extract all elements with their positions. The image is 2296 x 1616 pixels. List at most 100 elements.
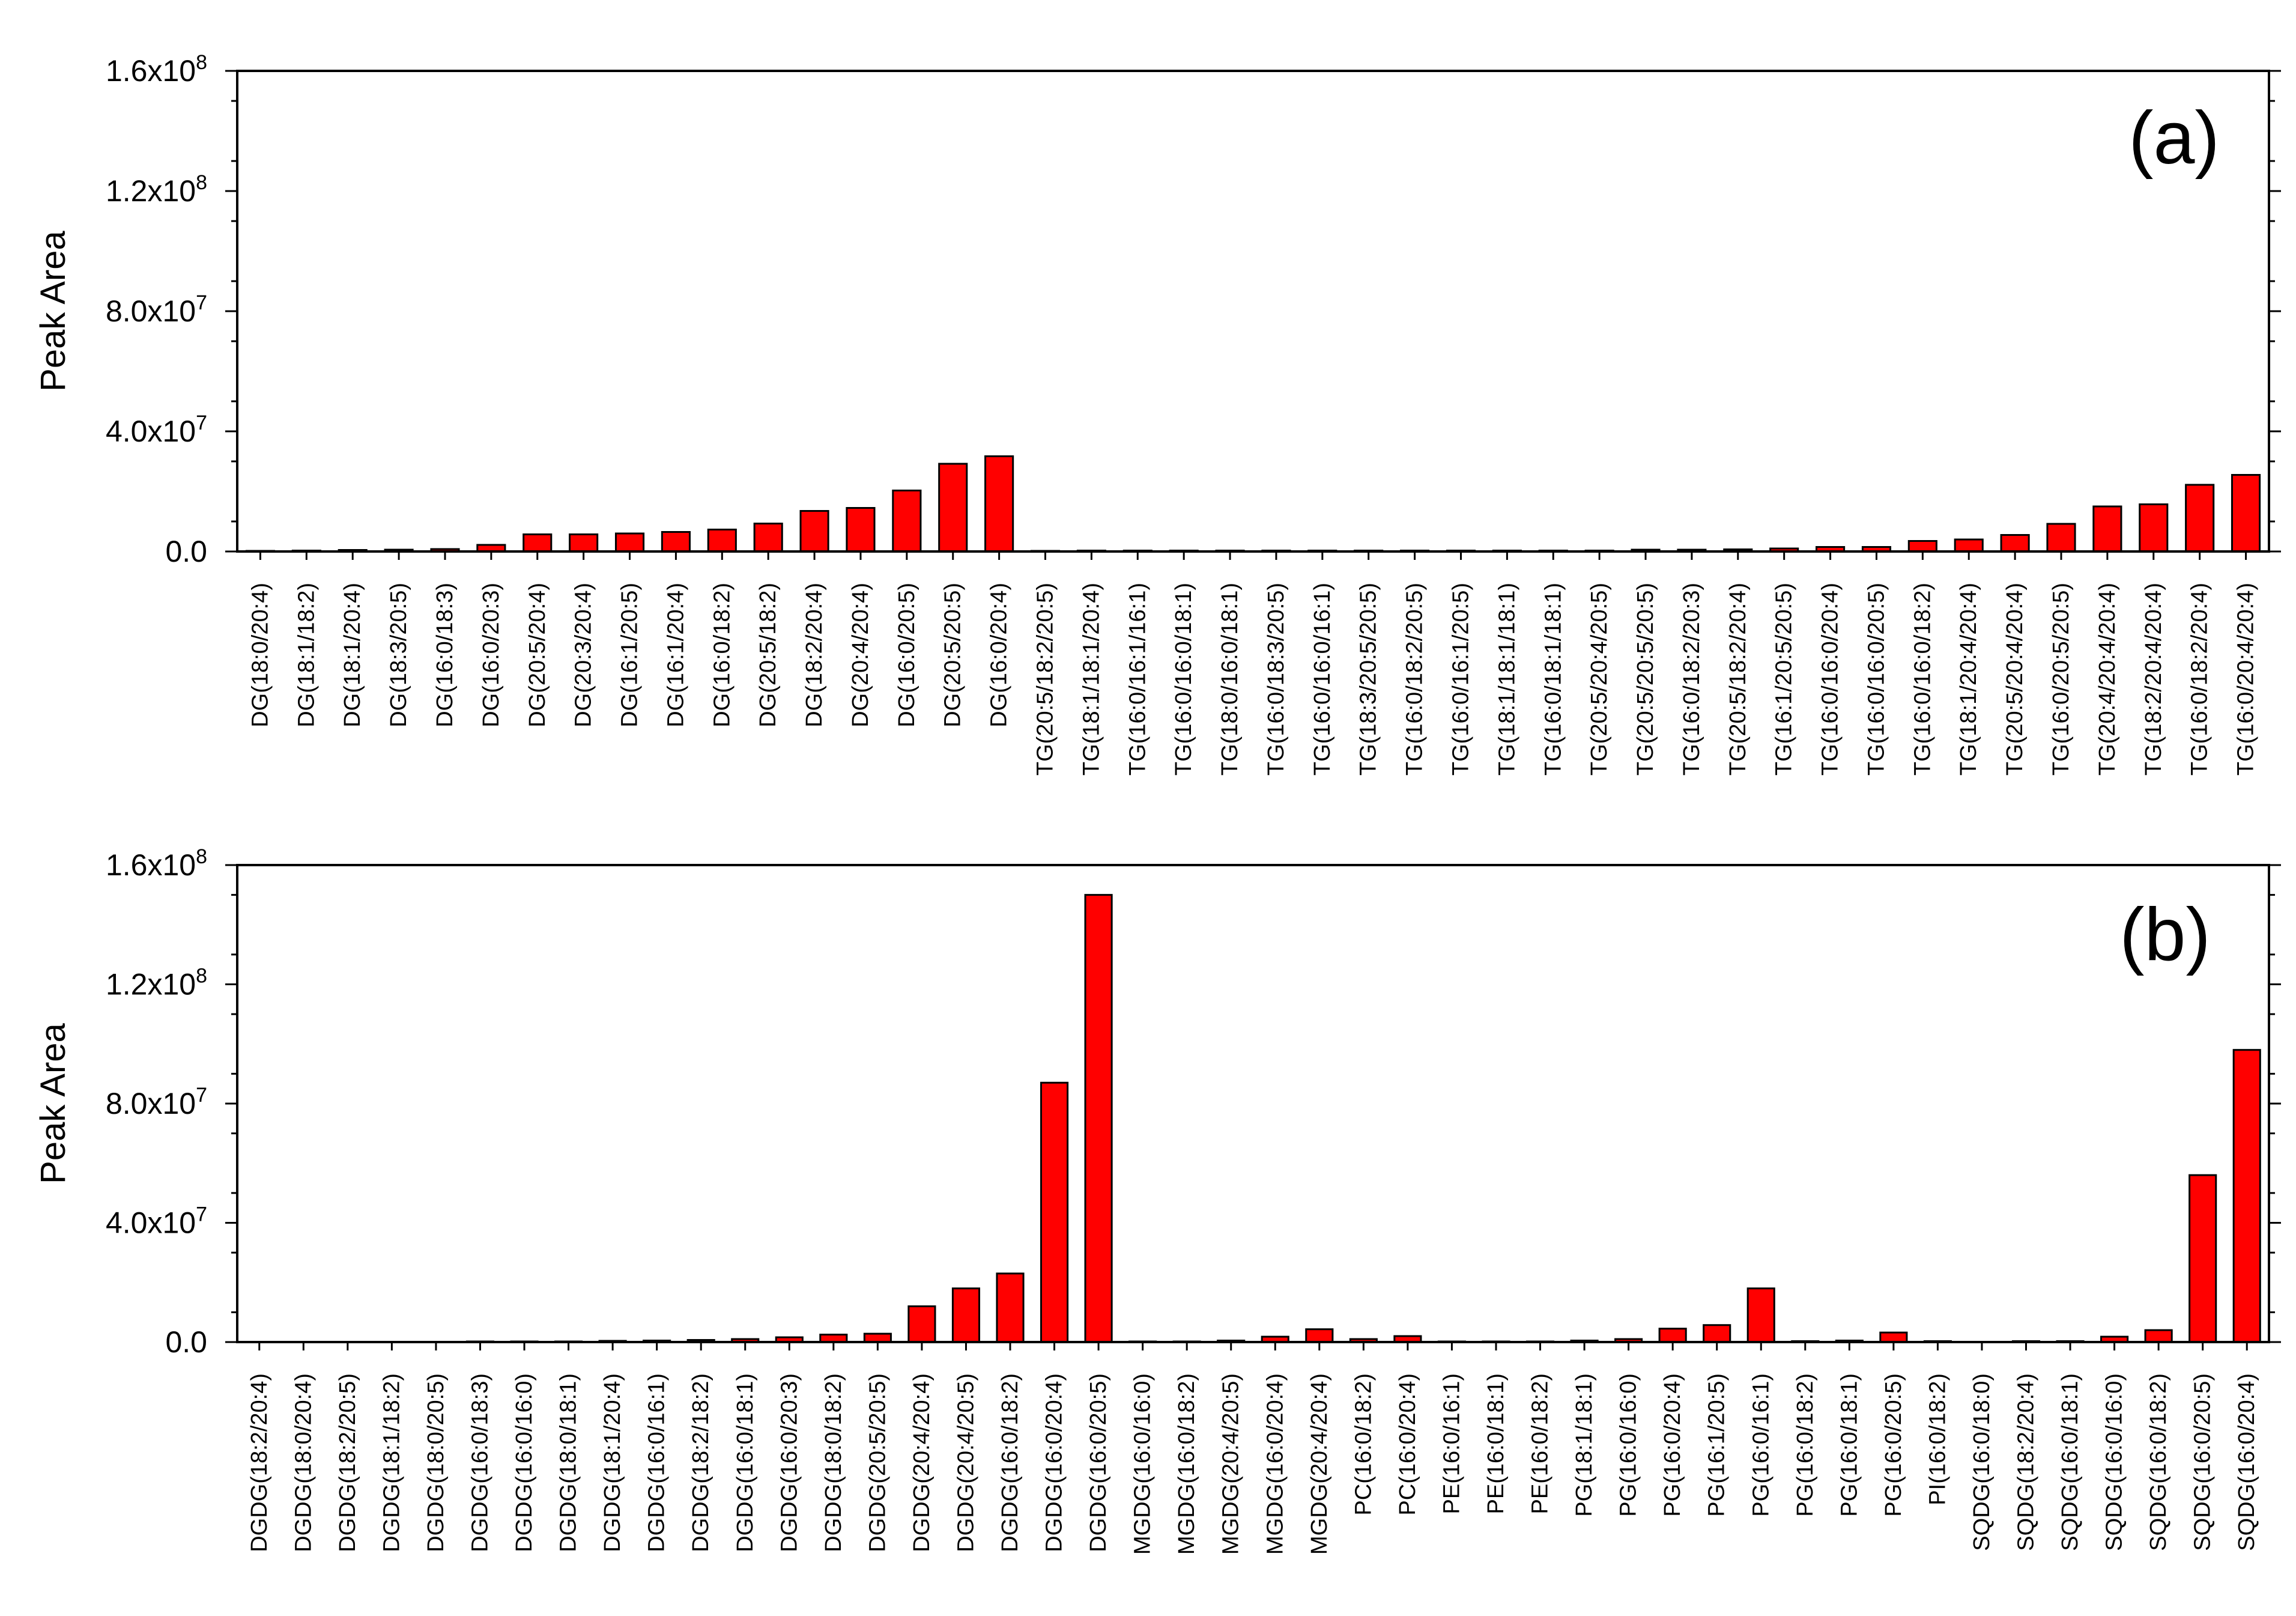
- x-category-label: PC(16:0/20:4): [1395, 1373, 1420, 1516]
- x-category-label: DG(20:3/20:4): [571, 583, 596, 728]
- bar: [1658, 1328, 1687, 1343]
- x-category-label: DGDG(16:0/16:0): [512, 1373, 537, 1552]
- x-category-label: PG(18:1/18:1): [1572, 1373, 1597, 1517]
- bar: [984, 455, 1014, 553]
- bar: [2188, 1174, 2217, 1343]
- chart-panel-a: 0.0 4.0x107 8.0x107 1.2x108 1.6x108 DG(18:0/2…: [34, 51, 2281, 776]
- x-category-label: TG(18:1/18:1/20:4): [1079, 583, 1104, 776]
- x-category-label: DGDG(18:1/18:2): [379, 1373, 404, 1552]
- x-category-label: SQDG(16:0/18:2): [2146, 1373, 2171, 1551]
- x-category-label: DG(16:0/20:5): [894, 583, 919, 728]
- x-category-label: DG(18:1/18:2): [294, 583, 319, 728]
- bar: [2231, 474, 2261, 553]
- x-category-label: PC(16:0/18:2): [1351, 1373, 1376, 1516]
- x-category-label: DGDG(18:2/18:2): [688, 1373, 713, 1552]
- x-category-label: TG(16:0/16:0/20:4): [1818, 583, 1843, 776]
- x-category-label: DGDG(18:0/18:1): [556, 1373, 581, 1552]
- panel-label: (a): [2128, 97, 2220, 180]
- x-category-label: TG(16:1/20:5/20:5): [1772, 583, 1797, 776]
- bar: [569, 533, 599, 553]
- x-category-label: TG(16:0/16:1/16:1): [1125, 583, 1150, 776]
- x-category-label: DGDG(18:2/20:4): [247, 1373, 272, 1552]
- x-category-label: TG(20:4/20:4/20:4): [2095, 583, 2120, 776]
- x-category-label: DG(16:0/18:3): [432, 583, 458, 728]
- x-category-label: TG(16:0/16:1/20:5): [1448, 583, 1473, 776]
- x-category-label: PG(16:0/18:2): [1793, 1373, 1818, 1517]
- x-category-label: MGDG(20:4/20:4): [1307, 1373, 1332, 1555]
- y-tick-label: 1.2x108: [106, 171, 207, 208]
- x-category-label: SQDG(18:2/20:4): [2014, 1373, 2039, 1551]
- x-category-label: PG(16:0/16:0): [1616, 1373, 1641, 1517]
- x-category-label: TG(20:5/20:5/20:5): [1633, 583, 1658, 776]
- x-category-label: PG(16:0/20:4): [1660, 1373, 1685, 1517]
- x-category-label: TG(18:0/16:0/18:1): [1217, 583, 1243, 776]
- x-category-label: DGDG(16:0/20:3): [777, 1373, 802, 1552]
- y-tick-label: 4.0x107: [106, 1203, 207, 1240]
- bar: [1084, 894, 1113, 1343]
- x-category-label: DGDG(20:5/20:5): [865, 1373, 890, 1552]
- bar: [863, 1332, 892, 1343]
- x-category-label: DGDG(16:0/20:4): [1042, 1373, 1067, 1552]
- x-category-label: TG(16:0/18:3/20:5): [1264, 583, 1289, 776]
- x-category-label: TG(16:0/16:0/18:2): [1910, 583, 1935, 776]
- x-category-label: TG(18:3/20:5/20:5): [1356, 583, 1381, 776]
- bar: [938, 463, 968, 553]
- x-category-label: DG(16:1/20:4): [663, 583, 688, 728]
- x-category-label: DG(18:2/20:4): [802, 583, 827, 728]
- x-category-label: DGDG(16:0/18:2): [998, 1373, 1023, 1552]
- bar: [799, 510, 829, 553]
- x-category-label: PG(16:0/18:1): [1837, 1373, 1862, 1517]
- x-category-label: DG(18:0/20:4): [247, 583, 273, 728]
- y-tick-label: 0.0: [165, 1325, 207, 1359]
- x-category-label: TG(18:2/20:4/20:4): [2141, 583, 2166, 776]
- x-category-label: DGDG(16:0/16:1): [644, 1373, 670, 1552]
- x-category-label: DG(20:4/20:4): [848, 583, 873, 728]
- bar: [1746, 1287, 1775, 1343]
- bar: [1040, 1081, 1069, 1343]
- bar: [907, 1305, 936, 1343]
- x-category-label: DG(18:3/20:5): [386, 583, 411, 728]
- bar: [1879, 1331, 1908, 1343]
- bar: [2092, 505, 2122, 553]
- bar: [1703, 1324, 1731, 1343]
- bar: [753, 523, 783, 553]
- x-category-label: DGDG(20:4/20:4): [909, 1373, 934, 1552]
- x-category-label: SQDG(16:0/18:1): [2058, 1373, 2083, 1551]
- x-category-label: SQDG(16:0/20:5): [2190, 1373, 2216, 1551]
- x-category-label: DG(16:0/20:3): [479, 583, 504, 728]
- bar: [892, 490, 922, 553]
- y-tick-label: 0.0: [165, 535, 207, 568]
- x-category-label: DGDG(18:1/20:4): [600, 1373, 625, 1552]
- x-category-label: MGDG(16:0/20:4): [1262, 1373, 1288, 1555]
- x-category-label: DG(20:5/20:4): [525, 583, 550, 728]
- bar: [1305, 1328, 1334, 1343]
- x-category-label: SQDG(16:0/18:0): [1969, 1373, 1995, 1551]
- bar: [2185, 484, 2215, 553]
- bar: [1954, 538, 1984, 553]
- y-tick-label: 1.2x108: [106, 965, 207, 1001]
- x-category-label: TG(16:0/18:2/20:4): [2187, 583, 2213, 776]
- plot-frame: [236, 70, 2270, 553]
- y-tick-label: 4.0x107: [106, 412, 207, 448]
- x-category-label: SQDG(16:0/20:4): [2234, 1373, 2259, 1551]
- x-category-label: MGDG(20:4/20:5): [1219, 1373, 1244, 1555]
- bar: [2000, 534, 2030, 553]
- x-category-label: DG(16:1/20:5): [617, 583, 643, 728]
- x-category-label: TG(16:0/20:5/20:5): [2049, 583, 2074, 776]
- x-category-label: DGDG(16:0/20:5): [1086, 1373, 1111, 1552]
- x-category-label: DGDG(16:0/18:1): [733, 1373, 758, 1552]
- x-category-label: TG(16:0/18:2/20:3): [1679, 583, 1704, 776]
- y-axis-title: Peak Area: [34, 230, 73, 391]
- x-category-label: PE(16:0/16:1): [1439, 1373, 1464, 1514]
- x-category-label: DGDG(18:0/18:2): [821, 1373, 846, 1552]
- x-category-label: DG(20:5/20:5): [941, 583, 966, 728]
- x-category-label: TG(20:5/20:4/20:4): [2002, 583, 2028, 776]
- x-category-label: TG(16:0/16:0/18:1): [1171, 583, 1196, 776]
- x-category-label: MGDG(16:0/16:0): [1130, 1373, 1156, 1555]
- bar: [1907, 540, 1937, 553]
- x-category-label: TG(20:5/18:2/20:4): [1725, 583, 1751, 776]
- x-category-label: TG(16:0/20:4/20:4): [2234, 583, 2259, 776]
- bar: [2144, 1329, 2173, 1343]
- bar: [2139, 503, 2169, 553]
- bar: [707, 529, 737, 553]
